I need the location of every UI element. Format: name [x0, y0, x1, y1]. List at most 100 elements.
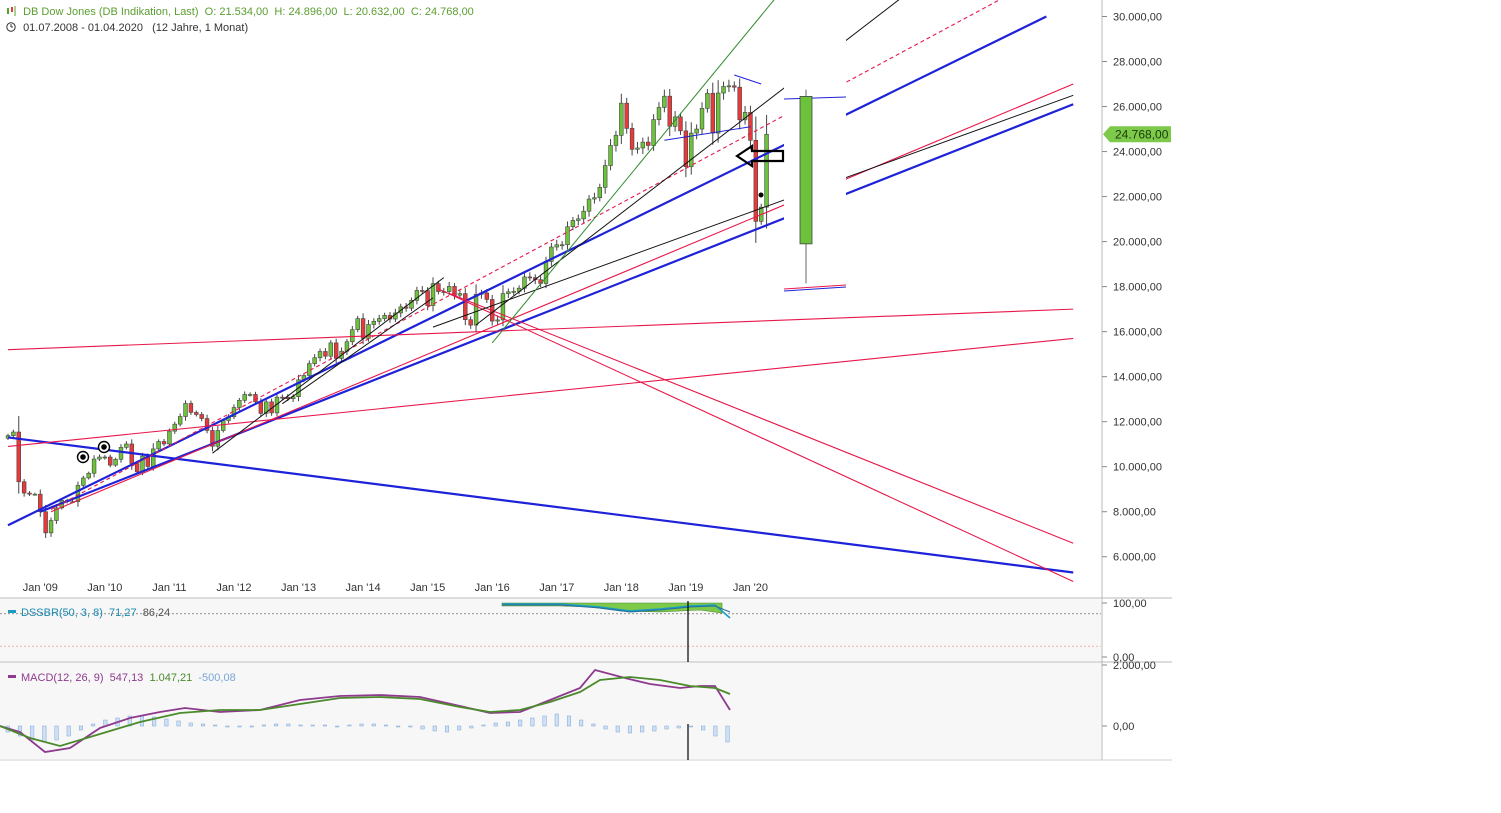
candle [506, 288, 511, 299]
macd-hist-bar [200, 723, 205, 727]
macd-y-label: 0,00 [1113, 721, 1134, 733]
axis-group: 6.000,00 8.000,00 10.000,00 12.000,00 14.000… [23, 12, 1171, 594]
candle-body [11, 431, 16, 436]
candle-body [468, 319, 473, 326]
blue-descending-line[interactable] [7, 436, 1074, 574]
candle-body [565, 226, 570, 246]
current-price-label: 24.768,00 [1115, 127, 1169, 141]
candle [672, 111, 678, 132]
candle [549, 242, 554, 266]
macd-hist-bar [164, 718, 169, 727]
black-steep-line[interactable] [475, 0, 1073, 326]
candle-body [651, 119, 656, 146]
candle-body [247, 394, 253, 396]
candle-body [333, 342, 339, 359]
candle-body [264, 401, 269, 414]
dssbr-legend[interactable]: DSSBR(50, 3, 8) 71,27 86,24 [8, 607, 170, 619]
macd-hist-bar [627, 725, 632, 734]
macd-hist-bar [213, 724, 218, 727]
macd-hist-bar [347, 724, 352, 727]
macd-hist-bar [42, 725, 47, 743]
black-trend-line-2[interactable] [282, 297, 434, 405]
candle [21, 479, 27, 497]
candle [646, 136, 651, 151]
chart-type-icon [6, 6, 16, 16]
ohlc-high: H: 24.896,00 [274, 6, 338, 18]
macd-hist-bar [713, 725, 718, 737]
red-descending-line-1[interactable] [438, 288, 1074, 583]
candle-body [371, 320, 377, 325]
candle [161, 438, 167, 447]
macd-value-3: -500,08 [198, 672, 236, 684]
candle [75, 481, 81, 507]
candle [113, 457, 118, 467]
macd-hist-bar [91, 723, 96, 727]
candle-body [559, 244, 565, 247]
candle [156, 439, 161, 452]
arrow-annotation[interactable] [735, 143, 785, 169]
macd-hist-bar [518, 719, 523, 727]
candle [619, 93, 624, 144]
candle-body [629, 128, 635, 150]
candle-body [425, 290, 430, 306]
candle-body [328, 342, 333, 357]
candle-body [715, 92, 721, 134]
candle [425, 287, 430, 311]
candle [624, 97, 629, 134]
blue-thin-line[interactable] [664, 126, 751, 141]
candles-group [5, 78, 769, 538]
red-trend-line[interactable] [50, 83, 1074, 513]
y-tick-label: 6.000,00 [1113, 552, 1156, 564]
red-descending-line-2[interactable] [448, 292, 1074, 544]
candle-body [124, 443, 129, 448]
candle [511, 287, 516, 296]
candle [377, 314, 382, 325]
red-horizontal-line[interactable] [7, 308, 1074, 351]
macd-value-2: 1.047,21 [149, 672, 193, 684]
candle [468, 316, 473, 329]
x-tick-label: Jan '16 [475, 582, 510, 594]
black-trend-line-1[interactable] [212, 277, 445, 454]
candle-body [258, 401, 264, 414]
macd-hist-bar [286, 723, 291, 727]
macd-hist-bar [225, 725, 230, 728]
macd-name: MACD(12, 26, 9) [21, 672, 104, 684]
candle [317, 348, 323, 362]
macd-hist-bar [322, 724, 327, 727]
candle [635, 141, 640, 154]
green-steep-line[interactable] [491, 0, 788, 344]
x-tick-label: Jan '13 [281, 582, 316, 594]
candle [172, 421, 177, 434]
candle-body [21, 481, 27, 494]
blue-thin-line-2[interactable] [734, 74, 762, 85]
candle-body [446, 286, 452, 292]
candle-body [215, 430, 221, 447]
dssbr-name: DSSBR(50, 3, 8) [21, 607, 103, 619]
clock-icon [6, 22, 16, 32]
y-tick-label: 30.000,00 [1113, 12, 1162, 24]
candle [247, 392, 253, 397]
candle [312, 354, 317, 367]
marker-circle-dot [80, 454, 86, 460]
candle-body [602, 165, 608, 188]
macd-hist-bar [493, 722, 498, 727]
macd-hist-bar [554, 713, 559, 727]
candle-body [527, 276, 533, 279]
candle [194, 410, 199, 417]
macd-legend[interactable]: MACD(12, 26, 9) 547,13 1.047,21 -500,08 [8, 672, 236, 684]
candle-body [204, 418, 210, 431]
dssbr-y-label: 100,00 [1113, 598, 1147, 610]
macd-hist-bar [444, 725, 449, 733]
inset-bottom-line-red [783, 284, 847, 290]
macd-hist-bar [457, 725, 462, 731]
candle [613, 130, 619, 152]
macd-hist-bar [261, 724, 266, 727]
black-support-line[interactable] [432, 94, 1074, 328]
red-dashed-trend-line[interactable] [50, 0, 1073, 510]
blue-channel-upper-line[interactable] [7, 15, 1047, 527]
candle-body [167, 430, 172, 445]
candle [264, 399, 269, 418]
macd-hist-bar [481, 724, 486, 727]
red-rising-line[interactable] [7, 337, 1074, 447]
